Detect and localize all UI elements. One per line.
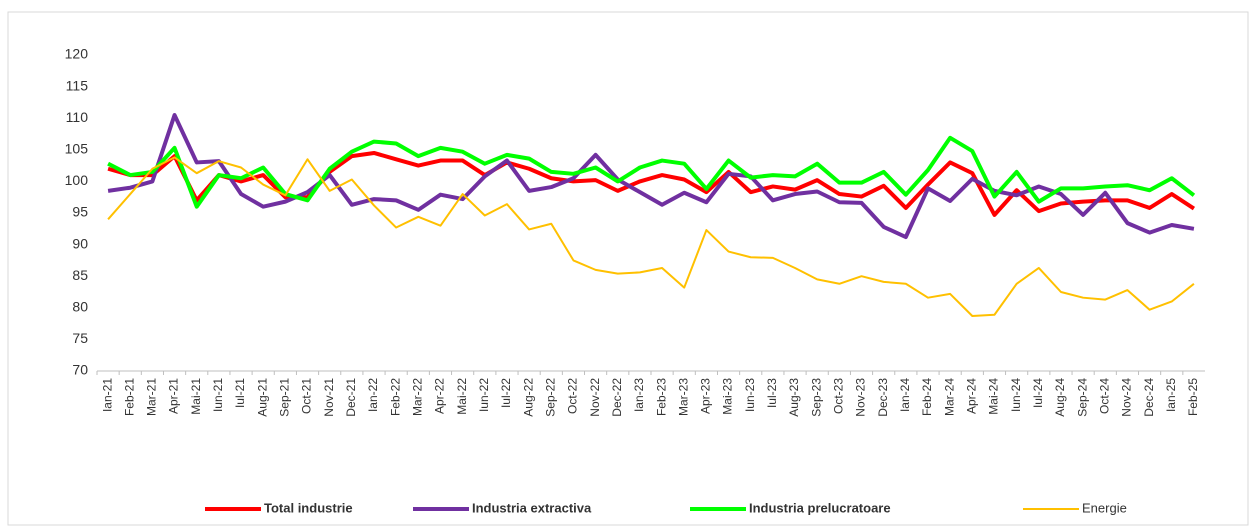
x-tick-label: Iun-24 xyxy=(1009,378,1023,412)
x-tick-label: Oct-24 xyxy=(1097,378,1111,414)
x-tick-label: Mar-22 xyxy=(410,378,424,416)
x-tick-label: Iul-24 xyxy=(1031,378,1045,408)
x-tick-label: Ian-21 xyxy=(100,378,114,412)
x-tick-label: Iul-21 xyxy=(233,378,247,408)
y-tick-label: 70 xyxy=(72,362,88,378)
x-tick-label: Dec-24 xyxy=(1142,378,1156,417)
y-tick-label: 95 xyxy=(72,204,88,220)
y-tick-label: 80 xyxy=(72,299,88,315)
x-tick-label: Aug-22 xyxy=(521,378,535,417)
x-tick-label: Feb-22 xyxy=(388,378,402,416)
x-tick-label: Iul-23 xyxy=(765,378,779,408)
series-line xyxy=(107,135,1196,209)
x-tick-label: Sep-22 xyxy=(543,378,557,417)
x-tick-label: Iun-23 xyxy=(743,378,757,412)
x-tick-label: Dec-23 xyxy=(876,378,890,417)
x-tick-label: Dec-22 xyxy=(610,378,624,417)
y-tick-label: 75 xyxy=(72,330,88,346)
x-tick-label: Iul-22 xyxy=(499,378,513,408)
x-tick-label: Sep-23 xyxy=(809,378,823,417)
x-tick-label: Nov-22 xyxy=(588,378,602,417)
x-tick-label: Ian-23 xyxy=(632,378,646,412)
x-tick-label: Mai-23 xyxy=(721,378,735,415)
x-tick-label: Mar-23 xyxy=(676,378,690,416)
x-tick-label: Apr-24 xyxy=(964,378,978,414)
x-tick-label: Nov-24 xyxy=(1120,378,1134,417)
x-tick-label: Aug-24 xyxy=(1053,378,1067,417)
legend-label: Industria extractiva xyxy=(472,500,592,515)
y-tick-label: 90 xyxy=(72,235,88,251)
y-tick-label: 85 xyxy=(72,267,88,283)
x-tick-label: Mai-24 xyxy=(987,378,1001,415)
x-tick-label: Aug-23 xyxy=(787,378,801,417)
x-tick-label: Dec-21 xyxy=(344,378,358,417)
x-tick-label: Sep-24 xyxy=(1075,378,1089,417)
x-tick-label: Feb-21 xyxy=(122,378,136,416)
x-tick-label: Apr-22 xyxy=(433,378,447,414)
legend-label: Industria prelucratoare xyxy=(749,500,891,515)
legend-label: Total industrie xyxy=(264,500,353,515)
x-tick-label: Mai-22 xyxy=(455,378,469,415)
series-line xyxy=(107,156,1195,318)
x-tick-label: Apr-21 xyxy=(167,378,181,414)
series-line xyxy=(107,113,1195,240)
y-tick-label: 120 xyxy=(65,46,89,62)
x-tick-label: Mar-24 xyxy=(942,378,956,416)
x-tick-label: Sep-21 xyxy=(278,378,292,417)
x-tick-label: Feb-25 xyxy=(1186,378,1200,416)
x-tick-label: Oct-21 xyxy=(300,378,314,414)
x-tick-label: Feb-23 xyxy=(654,378,668,416)
x-tick-label: Nov-21 xyxy=(322,378,336,417)
x-tick-label: Oct-22 xyxy=(566,378,580,414)
x-tick-label: Apr-23 xyxy=(699,378,713,414)
legend-label: Energie xyxy=(1082,500,1127,515)
x-tick-label: Oct-23 xyxy=(832,378,846,414)
x-tick-label: Feb-24 xyxy=(920,378,934,416)
y-tick-label: 105 xyxy=(65,141,89,157)
y-tick-label: 100 xyxy=(65,172,89,188)
chart-frame xyxy=(7,11,1249,526)
x-tick-label: Aug-21 xyxy=(255,378,269,417)
x-tick-label: Mai-21 xyxy=(189,378,203,415)
x-tick-label: Iun-21 xyxy=(211,378,225,412)
x-tick-label: Nov-23 xyxy=(854,378,868,417)
y-tick-label: 115 xyxy=(66,77,89,93)
x-tick-label: Ian-25 xyxy=(1164,378,1178,412)
y-tick-label: 110 xyxy=(66,109,89,125)
x-tick-label: Ian-22 xyxy=(366,378,380,412)
x-tick-label: Mar-21 xyxy=(145,378,159,416)
x-tick-label: Iun-22 xyxy=(477,378,491,412)
x-tick-label: Ian-24 xyxy=(898,378,912,412)
